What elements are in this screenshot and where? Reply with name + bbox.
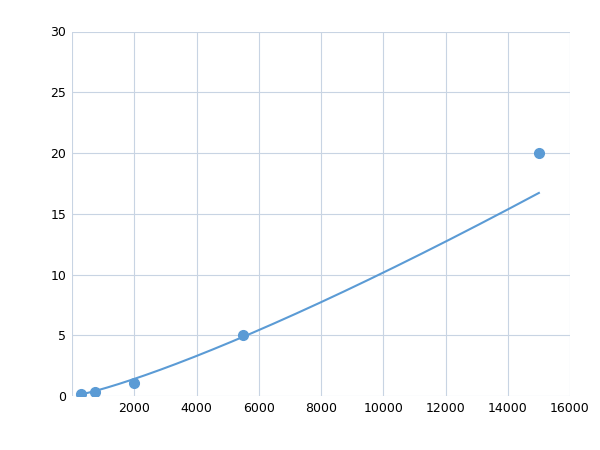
Point	[91, 389, 100, 396]
Point	[238, 332, 248, 339]
Point	[130, 379, 139, 386]
Point	[77, 390, 86, 397]
Point	[534, 149, 544, 157]
